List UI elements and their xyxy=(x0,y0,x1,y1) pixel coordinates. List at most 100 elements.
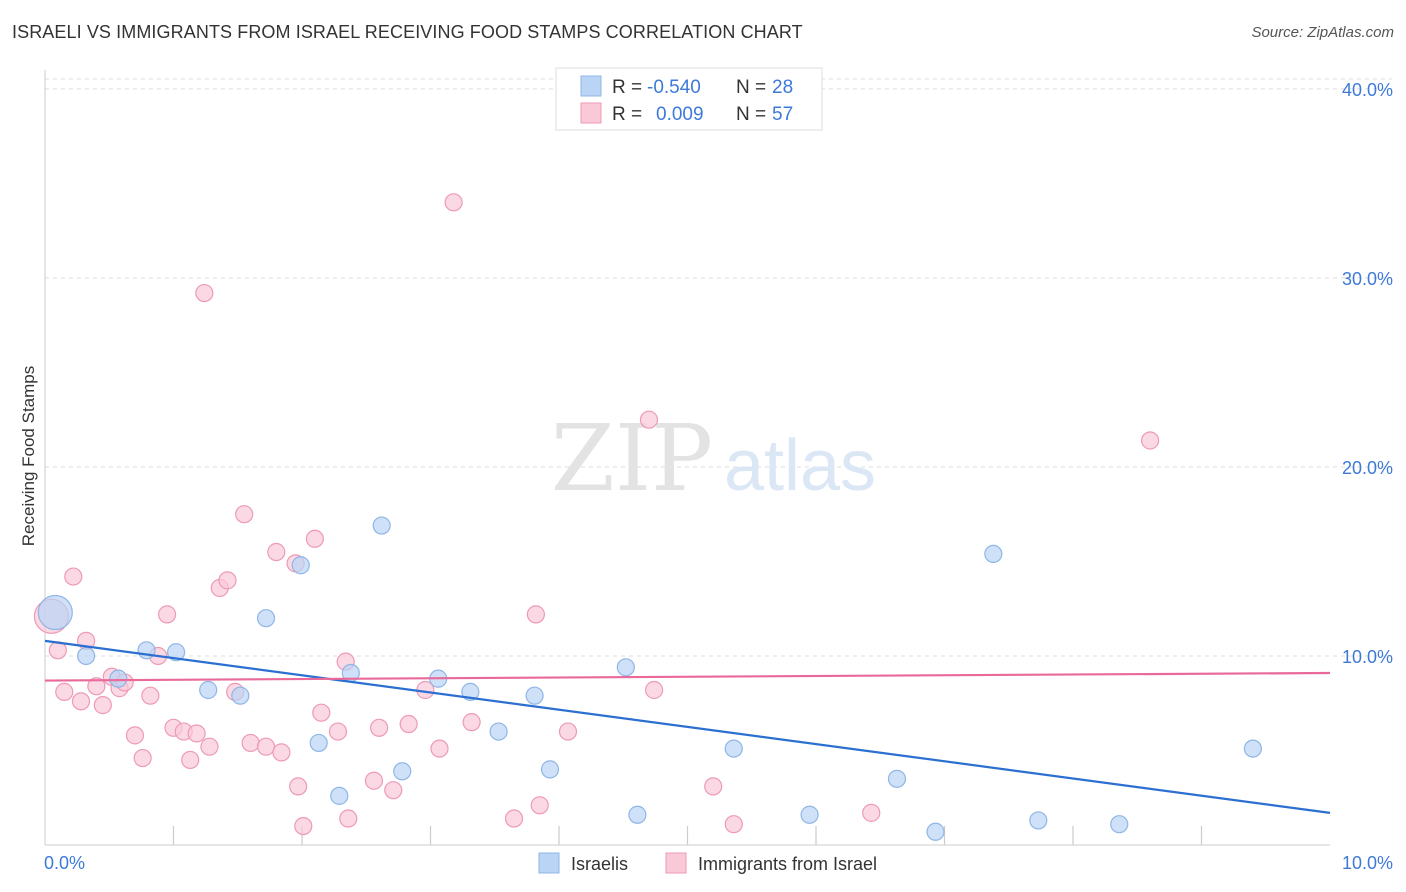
watermark-zip: ZIP xyxy=(551,405,713,512)
point-israelis-0 xyxy=(37,594,73,631)
point-immigrants-44 xyxy=(444,193,463,212)
point-immigrants-6 xyxy=(87,677,106,696)
point-immigrants-15 xyxy=(157,605,177,624)
tick-labels: 10.0% 20.0% 30.0% 40.0% 0.0% 10.0% xyxy=(44,80,1393,873)
trend-lines xyxy=(44,639,1331,814)
point-immigrants-3 xyxy=(64,567,83,586)
legend-r-value-immigrants: 0.009 xyxy=(656,104,704,125)
point-israelis-22 xyxy=(800,805,819,824)
point-immigrants-55 xyxy=(1140,431,1160,450)
point-israelis-26 xyxy=(1029,811,1048,830)
point-israelis-6 xyxy=(231,686,250,705)
point-immigrants-25 xyxy=(235,505,254,524)
point-israelis-17 xyxy=(525,686,544,705)
trend-line-israelis xyxy=(44,639,1331,814)
x-tick-label-max: 10.0% xyxy=(1342,853,1393,873)
point-immigrants-46 xyxy=(504,809,524,828)
gridlines xyxy=(45,78,1392,657)
point-immigrants-51 xyxy=(644,680,664,700)
point-immigrants-50 xyxy=(639,410,659,429)
point-immigrants-53 xyxy=(724,815,743,834)
point-israelis-19 xyxy=(616,658,635,677)
point-israelis-21 xyxy=(724,739,743,758)
point-israelis-8 xyxy=(291,556,310,575)
point-immigrants-33 xyxy=(305,529,324,548)
legend-n-value-israelis: 28 xyxy=(772,77,793,98)
point-immigrants-34 xyxy=(312,703,331,722)
point-israelis-2 xyxy=(109,669,128,688)
point-immigrants-2 xyxy=(55,682,74,701)
point-israelis-28 xyxy=(1243,739,1263,758)
point-israelis-27 xyxy=(1110,815,1129,834)
point-immigrants-40 xyxy=(384,781,403,800)
point-immigrants-13 xyxy=(141,686,160,705)
point-immigrants-23 xyxy=(218,571,237,590)
point-immigrants-26 xyxy=(241,733,260,753)
series-legend-swatch-israelis xyxy=(538,852,560,874)
legend-n-label-immigrants: N = xyxy=(736,104,766,125)
correlation-legend: R = -0.540 N = 28 R = 0.009 N = 57 xyxy=(555,67,823,131)
point-immigrants-48 xyxy=(530,796,549,815)
point-immigrants-29 xyxy=(272,743,291,762)
point-immigrants-21 xyxy=(200,737,219,756)
point-israelis-24 xyxy=(926,822,945,841)
point-immigrants-11 xyxy=(125,726,145,745)
point-israelis-13 xyxy=(393,762,412,781)
point-immigrants-37 xyxy=(339,809,358,828)
y-tick-label-3: 40.0% xyxy=(1342,80,1393,100)
y-tick-label-1: 20.0% xyxy=(1342,458,1393,478)
point-immigrants-45 xyxy=(462,713,481,732)
point-immigrants-47 xyxy=(526,605,545,624)
point-israelis-10 xyxy=(330,786,349,805)
point-israelis-16 xyxy=(489,722,508,741)
legend-swatch-israelis xyxy=(580,75,602,97)
point-immigrants-52 xyxy=(704,777,723,796)
series-legend-label-immigrants: Immigrants from Israel xyxy=(698,854,877,874)
point-israelis-12 xyxy=(372,516,391,535)
point-israelis-20 xyxy=(628,805,647,824)
y-axis-label: Receiving Food Stamps xyxy=(19,366,38,546)
point-israelis-23 xyxy=(887,769,907,788)
point-immigrants-28 xyxy=(267,542,286,562)
point-immigrants-18 xyxy=(181,750,200,770)
watermark-atlas: atlas xyxy=(724,426,876,506)
point-immigrants-32 xyxy=(294,816,313,836)
point-israelis-5 xyxy=(199,680,218,700)
point-immigrants-19 xyxy=(187,724,206,743)
legend-r-label-immigrants: R = xyxy=(612,104,642,125)
x-tick-label-min: 0.0% xyxy=(44,853,85,873)
point-immigrants-54 xyxy=(862,803,881,822)
series-immigrants-points xyxy=(33,193,1160,836)
point-immigrants-41 xyxy=(399,714,418,734)
axes xyxy=(44,70,1330,846)
point-immigrants-39 xyxy=(370,718,389,737)
trend-line-immigrants xyxy=(44,671,1331,682)
legend-swatch-immigrants xyxy=(580,102,602,124)
point-immigrants-31 xyxy=(289,777,308,796)
point-immigrants-20 xyxy=(195,283,214,303)
series-legend-label-israelis: Israelis xyxy=(571,854,628,874)
point-immigrants-4 xyxy=(71,692,91,711)
point-israelis-25 xyxy=(984,544,1003,564)
point-israelis-18 xyxy=(540,760,560,779)
point-immigrants-12 xyxy=(133,748,152,768)
point-immigrants-7 xyxy=(93,696,112,715)
watermark: ZIP atlas xyxy=(551,405,876,512)
point-israelis-1 xyxy=(77,646,96,666)
legend-r-value-israelis: -0.540 xyxy=(647,77,701,98)
point-immigrants-49 xyxy=(558,722,578,741)
legend-n-value-immigrants: 57 xyxy=(772,104,793,125)
chart-title: ISRAELI VS IMMIGRANTS FROM ISRAEL RECEIV… xyxy=(12,22,803,42)
y-tick-label-0: 10.0% xyxy=(1342,647,1393,667)
point-israelis-4 xyxy=(166,643,186,662)
legend-n-label-israelis: N = xyxy=(736,77,766,98)
y-tick-label-2: 30.0% xyxy=(1342,269,1393,289)
chart-source: Source: ZipAtlas.com xyxy=(1251,24,1394,41)
point-immigrants-43 xyxy=(430,739,449,758)
series-legend: Israelis Immigrants from Israel xyxy=(538,852,877,874)
point-israelis-9 xyxy=(309,733,328,753)
point-immigrants-38 xyxy=(364,771,384,790)
legend-r-label-israelis: R = xyxy=(612,77,642,98)
series-legend-swatch-immigrants xyxy=(665,852,687,874)
